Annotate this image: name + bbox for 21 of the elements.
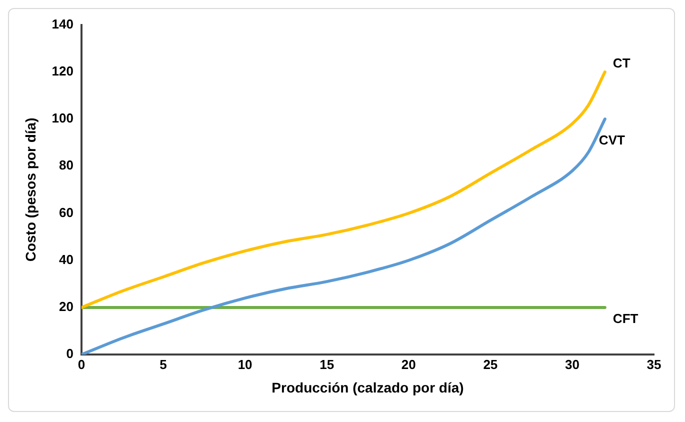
series-label: CFT	[612, 311, 638, 326]
x-tick-label: 35	[646, 356, 662, 372]
y-tick-label: 60	[59, 204, 74, 220]
y-tick-label: 40	[59, 252, 74, 267]
y-tick-label: 120	[52, 63, 74, 78]
y-tick-label: 100	[52, 110, 74, 126]
y-tick-label: 80	[59, 158, 74, 173]
x-tick-label: 15	[320, 356, 334, 372]
x-tick-label: 5	[160, 356, 167, 372]
y-tick-label: 0	[66, 346, 74, 362]
x-tick-label: 0	[78, 356, 86, 372]
x-tick-label: 20	[401, 356, 416, 372]
series-label: CVT	[598, 132, 625, 148]
x-tick-label: 25	[483, 356, 498, 372]
x-axis-title: Producción (calzado por día)	[272, 379, 464, 396]
y-tick-label: 140	[52, 16, 74, 32]
x-tick-label: 10	[238, 356, 252, 372]
y-tick-label: 20	[59, 299, 74, 314]
y-axis-title: Costo (pesos por día)	[22, 118, 38, 262]
series-label: CT	[612, 55, 630, 70]
x-tick-label: 30	[564, 356, 580, 372]
